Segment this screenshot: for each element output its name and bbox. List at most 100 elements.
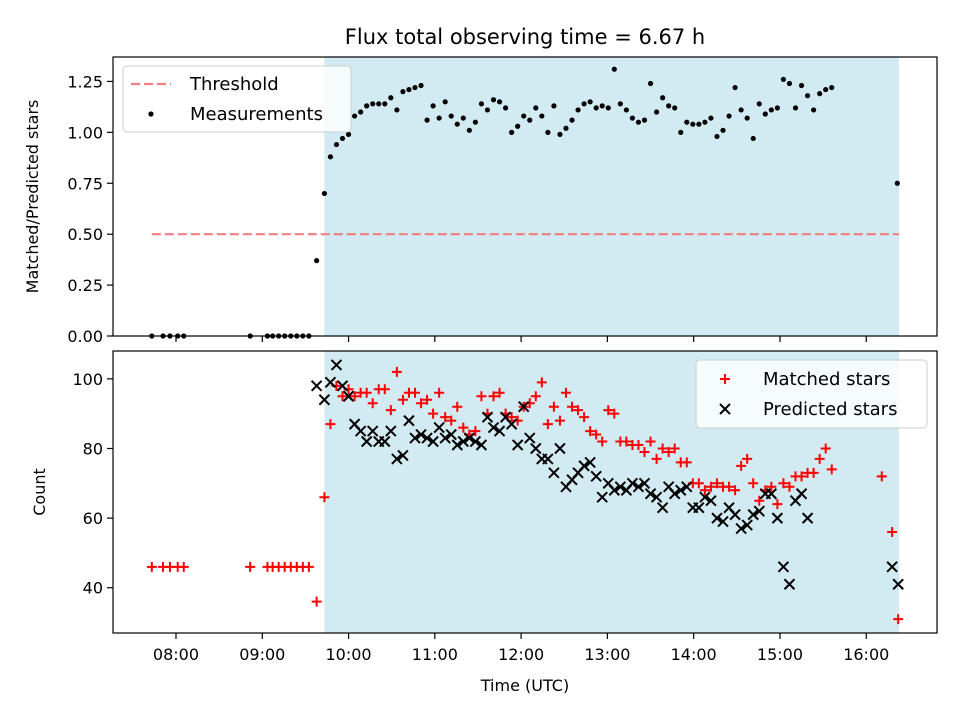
- measurement-point: [762, 111, 768, 117]
- ratio-panel-y-ticks: 0.00 0.25 0.50 0.75 1.00 1.25: [67, 72, 113, 346]
- measurement-point: [333, 141, 340, 148]
- x-tick-label: 15:00: [757, 645, 803, 664]
- matched-star-point: [367, 398, 378, 409]
- measurement-point: [653, 109, 660, 115]
- matched-star-point: [548, 401, 559, 412]
- count-panel-marks: [146, 359, 904, 625]
- measurement-point: [702, 119, 708, 125]
- predicted-star-point: [367, 425, 379, 437]
- measurement-point: [563, 125, 569, 131]
- matched-star-point: [669, 443, 680, 454]
- predicted-star-point: [542, 453, 554, 465]
- measurement-point: [768, 107, 774, 113]
- measurement-point: [780, 76, 787, 83]
- matched-star-point: [337, 391, 348, 402]
- matched-star-point: [585, 426, 596, 437]
- matched-star-point: [476, 391, 487, 402]
- x-axis-label: Time (UTC): [480, 676, 569, 695]
- measurement-point: [829, 84, 835, 91]
- matched-star-point: [434, 387, 445, 398]
- predicted-star-point: [391, 453, 403, 465]
- predicted-star-point: [578, 460, 590, 472]
- measurement-point: [798, 82, 805, 89]
- predicted-star-point: [596, 491, 608, 503]
- predicted-star-point: [650, 491, 663, 503]
- y-tick-label: 1.25: [67, 72, 103, 91]
- matched-star-point: [681, 457, 692, 468]
- measurement-point: [321, 190, 327, 197]
- matched-star-point: [893, 614, 904, 625]
- predicted-star-point: [336, 380, 349, 392]
- predicted-star-point: [747, 508, 759, 521]
- measurement-point: [811, 107, 817, 113]
- y-tick-label: 0.50: [67, 225, 103, 244]
- predicted-star-point: [530, 442, 542, 455]
- ratio-y-axis-label: Matched/Predicted stars: [23, 100, 42, 294]
- measurement-point: [774, 105, 780, 111]
- measurement-point: [666, 103, 672, 109]
- y-tick-label: 1.00: [67, 123, 103, 142]
- measurement-point: [623, 107, 629, 113]
- predicted-star-point: [644, 488, 657, 500]
- measurement-point: [738, 107, 744, 113]
- matched-star-point: [633, 440, 644, 450]
- measurement-point: [442, 99, 448, 105]
- observing-interval-shade: [324, 57, 900, 336]
- measurement-point: [351, 113, 358, 119]
- measurement-point: [436, 115, 442, 121]
- matched-star-point: [488, 391, 499, 402]
- x-tick-label: 13:00: [584, 645, 630, 664]
- matched-star-point: [325, 419, 336, 430]
- measurement-point: [521, 113, 527, 119]
- legend-measurements-label: Measurements: [190, 104, 323, 125]
- predicted-star-point: [524, 432, 536, 444]
- measurement-point: [527, 117, 533, 123]
- y-tick-label: 0.75: [67, 174, 103, 193]
- matched-star-point: [876, 471, 887, 482]
- measurement-point: [605, 105, 611, 111]
- x-tick-label: 14:00: [671, 645, 717, 664]
- matched-star-point: [452, 401, 463, 412]
- matched-star-point: [603, 405, 614, 416]
- legend-threshold-label: Threshold: [189, 74, 279, 95]
- count-y-axis-label: Count: [30, 468, 49, 516]
- measurement-point: [817, 91, 823, 97]
- measurement-point: [750, 135, 756, 142]
- predicted-star-point: [554, 442, 566, 455]
- y-tick-label: 60: [83, 509, 103, 528]
- predicted-star-point: [717, 515, 729, 528]
- predicted-star-point: [753, 505, 765, 517]
- measurement-point: [418, 82, 424, 89]
- predicted-star-point: [385, 425, 397, 437]
- measurement-point: [726, 113, 732, 119]
- predicted-star-point: [360, 435, 373, 448]
- y-tick-label: 0.25: [67, 276, 103, 295]
- matched-star-point: [470, 426, 481, 437]
- measurement-point: [635, 119, 642, 125]
- matched-star-point: [506, 412, 517, 423]
- matched-star-point: [742, 453, 753, 464]
- matched-star-point: [319, 492, 330, 503]
- matched-star-point: [808, 467, 819, 478]
- measurement-point: [412, 84, 418, 91]
- predicted-star-point: [318, 394, 331, 406]
- legend-predicted-label: Predicted stars: [763, 399, 897, 420]
- matched-star-point: [597, 436, 608, 447]
- matched-star-point: [542, 419, 553, 430]
- predicted-star-point: [886, 561, 898, 573]
- matched-star-point: [560, 387, 571, 398]
- predicted-star-point: [324, 376, 337, 389]
- measurement-point: [611, 66, 617, 72]
- predicted-star-point: [681, 481, 693, 493]
- x-tick-label: 11:00: [412, 645, 458, 664]
- ratio-panel-marks: [149, 66, 900, 339]
- measurement-point: [370, 101, 376, 107]
- predicted-star-point: [741, 519, 753, 531]
- predicted-star-point: [451, 439, 463, 451]
- matched-star-point: [693, 478, 704, 489]
- predicted-star-point: [397, 449, 409, 462]
- measurement-point: [509, 129, 515, 135]
- measurement-point: [599, 103, 605, 109]
- measurement-point: [714, 133, 720, 140]
- predicted-star-point: [795, 488, 808, 500]
